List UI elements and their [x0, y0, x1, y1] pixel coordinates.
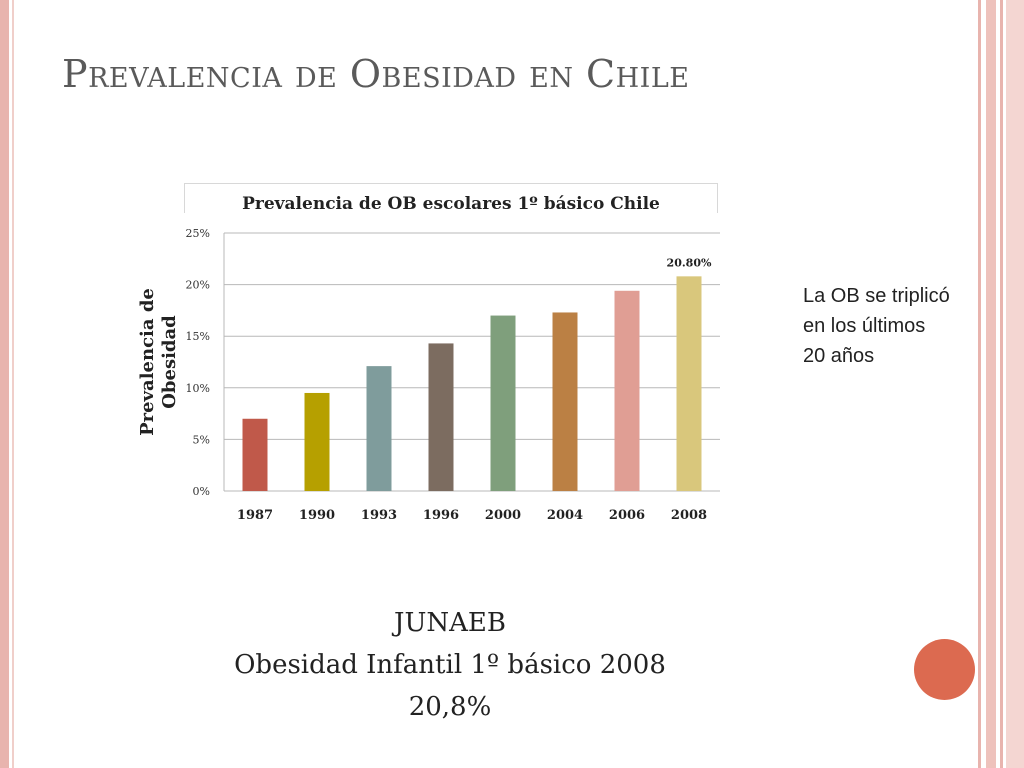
y-tick-label: 15% [186, 330, 210, 343]
y-tick-label: 20% [186, 279, 210, 292]
decorative-circle [914, 639, 975, 700]
x-tick-label: 1990 [299, 508, 335, 523]
bar [676, 276, 702, 491]
bar-chart: 0% 5% 10% 15% 20% 25% Prevalencia deObesidad 19… [137, 227, 720, 523]
bar [304, 392, 330, 491]
bar [366, 366, 392, 491]
y-tick-label: 10% [186, 382, 210, 395]
x-tick-label: 2006 [609, 508, 645, 523]
x-tick-label: 1993 [361, 508, 397, 523]
bar [490, 315, 516, 491]
slide-title: Prevalencia de Obesidad en Chile [62, 52, 690, 96]
left-border-line [12, 0, 14, 768]
left-border-decoration [0, 0, 9, 768]
bar [242, 418, 268, 491]
right-border-decoration [978, 0, 1024, 768]
x-tick-label: 1987 [237, 508, 273, 523]
y-tick-label: 0% [193, 485, 210, 498]
source-line-3: 20,8% [408, 692, 492, 722]
source-line-1: JUNAEB [394, 608, 506, 638]
x-tick-label: 2000 [485, 508, 521, 523]
y-axis-title: Prevalencia deObesidad [137, 288, 180, 436]
y-tick-label: 5% [193, 433, 210, 446]
x-tick-label: 2004 [547, 508, 583, 523]
bar [552, 312, 578, 491]
bar [428, 343, 454, 491]
source-block: JUNAEB Obesidad Infantil 1º básico 2008 … [200, 602, 700, 728]
data-label: 20.80% [667, 256, 712, 269]
bar [614, 290, 640, 491]
chart-title: Prevalencia de OB escolares 1º básico Ch… [184, 183, 718, 213]
source-line-2: Obesidad Infantil 1º básico 2008 [234, 650, 666, 680]
y-tick-label: 25% [186, 227, 210, 240]
side-note: La OB se triplicó en los últimos 20 años [803, 285, 950, 367]
x-tick-label: 2008 [671, 508, 707, 523]
x-tick-label: 1996 [423, 508, 459, 523]
